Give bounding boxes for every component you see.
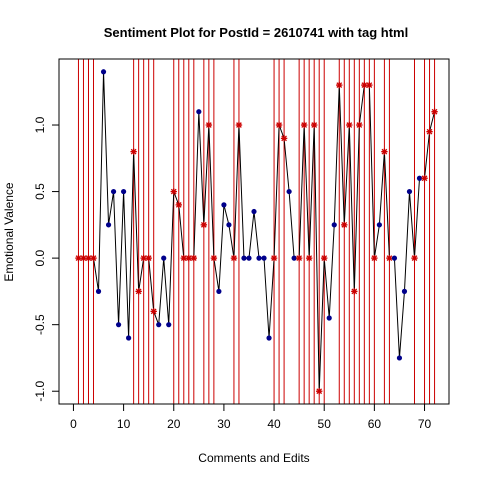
comment-point [396,355,403,361]
comment-point [105,222,112,228]
y-tick-label: 0.0 [33,249,47,266]
y-tick-label: 1.0 [33,116,47,133]
x-tick-label: 20 [167,417,181,431]
comment-point [126,335,132,341]
edit-point [421,175,428,182]
y-tick-label: 0.5 [33,183,47,200]
edit-point [270,254,278,262]
comment-point [241,255,247,261]
comment-point [406,188,413,195]
comment-point [261,255,267,261]
edit-point [130,148,137,155]
x-axis: 0 10 20 30 40 50 60 70 [70,403,432,431]
edit-point [341,221,348,229]
x-tick-label: 0 [70,417,77,431]
series-line [78,71,436,392]
edit-point [150,308,157,315]
edit-point [426,128,433,135]
edit-point [386,254,393,262]
edit-point [321,254,328,262]
x-tick-label: 70 [418,417,432,431]
comment-point [226,222,232,228]
comment-point [376,222,382,228]
edit-point [210,254,218,262]
edit-point [305,254,313,262]
comment-point [115,322,122,328]
edit-point [371,254,378,262]
edit-point [135,288,142,295]
x-tick-label: 50 [318,417,332,431]
comment-point [100,69,107,75]
edit-point [431,108,438,115]
comment-point [110,188,117,195]
data-line-group [78,71,436,392]
chart-title: Sentiment Plot for PostId = 2610741 with… [104,25,408,40]
edit-point [346,121,353,129]
y-tick-label: -0.5 [33,314,47,335]
comment-point [246,255,252,261]
comment-point [216,288,222,294]
edit-point [145,254,152,262]
comment-point [156,322,162,328]
comment-point [326,315,332,321]
comment-point [166,322,172,328]
points-group [75,69,438,395]
edit-point [200,221,208,229]
edit-point [230,254,238,262]
x-axis-label: Comments and Edits [198,451,309,465]
comment-point [221,202,227,208]
comment-point [196,109,202,115]
x-tick-label: 10 [117,417,131,431]
edit-point [316,388,323,395]
edit-point [190,254,198,262]
edit-point [90,254,97,262]
y-tick-label: -1.0 [33,381,47,402]
edit-point [235,121,243,129]
comment-point [286,188,292,195]
edit-point [205,121,213,129]
x-tick-label: 40 [267,417,281,431]
edit-point [381,148,388,155]
comment-point [391,255,398,261]
comment-point [120,188,127,195]
x-tick-label: 60 [368,417,382,431]
comment-point [331,222,337,228]
comment-point [291,255,297,261]
edit-point [366,81,373,89]
comment-point [266,335,272,341]
edit-point [300,121,308,129]
x-tick-label: 30 [217,417,231,431]
edit-point [356,121,363,129]
edit-point [295,254,303,262]
edit-lines-group [77,59,436,404]
edit-point [275,121,283,129]
edit-point [175,201,182,209]
comment-point [256,255,262,261]
y-axis: -1.0 -0.5 0.0 0.5 1.0 [33,116,60,402]
edit-point [75,254,82,262]
comment-point [161,255,167,261]
comment-point [251,208,257,215]
edit-point [351,288,358,295]
comment-point [95,288,102,294]
edit-point [310,121,318,129]
edit-point [411,254,418,262]
comment-point [401,288,408,294]
y-axis-label: Emotional Valence [2,182,16,281]
edit-point [336,81,343,89]
comment-point [416,175,423,181]
edit-point [280,135,288,142]
edit-point [170,188,177,195]
